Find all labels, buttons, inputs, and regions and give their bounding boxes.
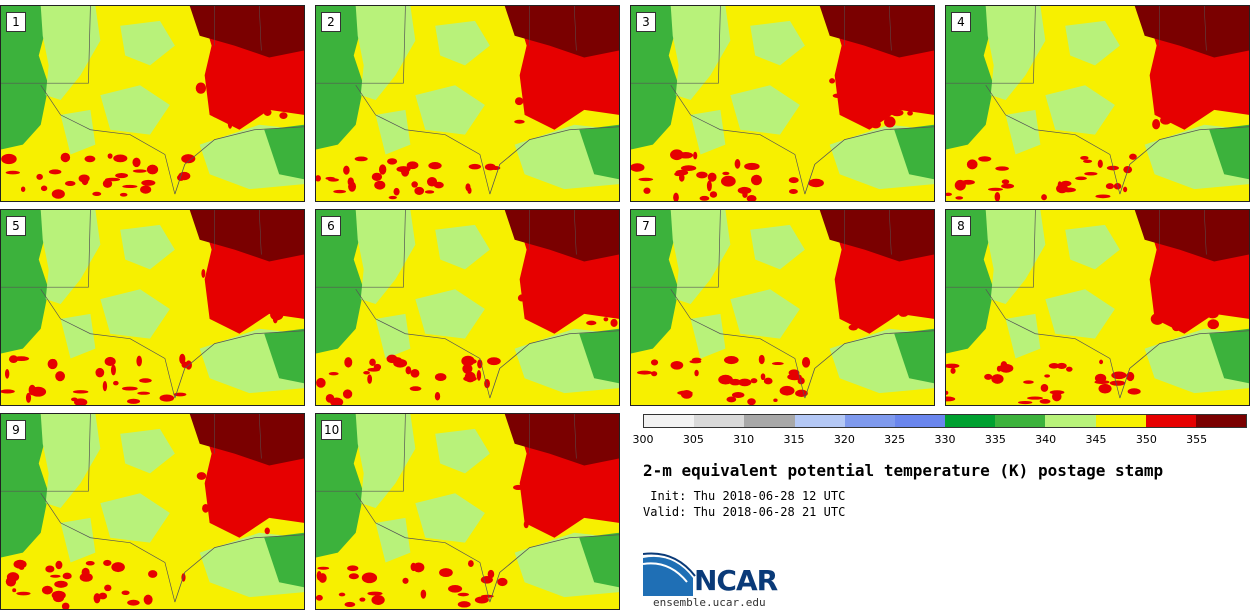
stamp-label: 7 xyxy=(636,216,656,236)
temperature-map xyxy=(316,414,619,609)
logo-url: ensemble.ucar.edu xyxy=(653,596,766,609)
colorbar-tick-label: 320 xyxy=(833,433,855,446)
stamp-10: 10 xyxy=(315,413,620,610)
colorbar xyxy=(643,414,1247,428)
colorbar-tick-labels: 300 305 310 315 320 325 330 335 340 345 350 355 xyxy=(633,433,1247,447)
temperature-map xyxy=(1,414,304,609)
stamp-4: 4 xyxy=(945,5,1250,202)
stamp-label: 10 xyxy=(321,420,343,440)
colorbar-tick-label: 350 xyxy=(1135,433,1157,446)
colorbar-segment xyxy=(644,415,695,427)
colorbar-segment xyxy=(894,415,946,427)
stamp-1: 1 xyxy=(0,5,305,202)
temperature-map xyxy=(946,210,1249,405)
colorbar-tick-label: 355 xyxy=(1186,433,1208,446)
colorbar-tick-label: 340 xyxy=(1035,433,1057,446)
colorbar-tick-label: 330 xyxy=(934,433,956,446)
colorbar-segment xyxy=(744,415,795,427)
colorbar-segment xyxy=(995,415,1046,427)
stamp-label: 3 xyxy=(636,12,656,32)
page-title: 2-m equivalent potential temperature (K)… xyxy=(643,461,1164,480)
ncar-logo-icon xyxy=(643,552,696,596)
colorbar-segment xyxy=(1045,415,1096,427)
colorbar-tick-label: 345 xyxy=(1085,433,1107,446)
colorbar-tick-label: 310 xyxy=(733,433,755,446)
stamp-label: 9 xyxy=(6,420,26,440)
stamp-3: 3 xyxy=(630,5,935,202)
stamp-7: 7 xyxy=(630,209,935,406)
temperature-map xyxy=(1,210,304,405)
colorbar-segment xyxy=(844,415,895,427)
stamp-label: 4 xyxy=(951,12,971,32)
colorbar-tick-label: 315 xyxy=(783,433,805,446)
colorbar-segment xyxy=(694,415,745,427)
temperature-map xyxy=(631,6,934,201)
colorbar-segment xyxy=(1195,415,1247,427)
stamp-label: 5 xyxy=(6,216,26,236)
temperature-map xyxy=(631,210,934,405)
colorbar-segment xyxy=(794,415,845,427)
stamp-label: 1 xyxy=(6,12,26,32)
colorbar-segment xyxy=(1145,415,1196,427)
colorbar-segment xyxy=(1095,415,1146,427)
stamp-8: 8 xyxy=(945,209,1250,406)
temperature-map xyxy=(1,6,304,201)
colorbar-tick-label: 305 xyxy=(682,433,704,446)
colorbar-tick-label: 335 xyxy=(984,433,1006,446)
stamp-9: 9 xyxy=(0,413,305,610)
stamp-5: 5 xyxy=(0,209,305,406)
init-time: Init: Thu 2018-06-28 12 UTC xyxy=(643,489,846,503)
temperature-map xyxy=(316,6,619,201)
stamp-label: 6 xyxy=(321,216,341,236)
colorbar-segment xyxy=(945,415,996,427)
temperature-map xyxy=(946,6,1249,201)
valid-time: Valid: Thu 2018-06-28 21 UTC xyxy=(643,505,846,519)
stamp-label: 8 xyxy=(951,216,971,236)
stamp-label: 2 xyxy=(321,12,341,32)
colorbar-tick-label: 325 xyxy=(884,433,906,446)
colorbar-tick-label: 300 xyxy=(632,433,654,446)
temperature-map xyxy=(316,210,619,405)
logo-text: NCAR xyxy=(694,564,778,597)
stamp-2: 2 xyxy=(315,5,620,202)
stamp-6: 6 xyxy=(315,209,620,406)
